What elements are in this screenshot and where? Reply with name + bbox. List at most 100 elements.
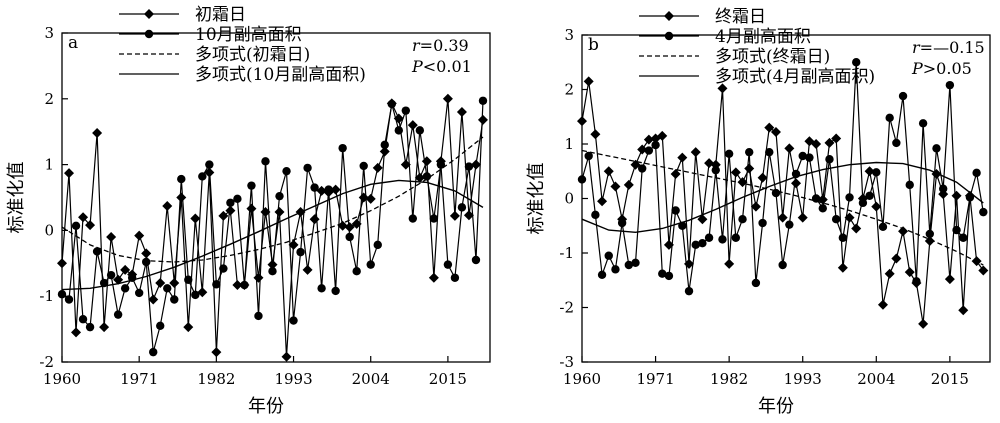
diamond-marker xyxy=(704,158,715,169)
circle-marker xyxy=(611,265,620,274)
diamond-marker xyxy=(344,222,355,233)
x-tick-label: 1971 xyxy=(120,370,158,388)
series-1-line xyxy=(61,100,484,353)
y-axis-title: 标准化值 xyxy=(526,163,547,235)
circle-marker xyxy=(617,218,627,228)
circle-marker xyxy=(71,221,81,230)
circle-marker xyxy=(845,193,854,202)
circle-marker xyxy=(952,225,961,235)
diamond-marker xyxy=(407,120,418,131)
circle-marker xyxy=(240,280,249,290)
diamond-marker xyxy=(148,294,159,305)
circle-marker xyxy=(457,203,467,212)
circle-marker xyxy=(624,260,634,270)
circle-marker xyxy=(247,181,256,190)
circle-marker xyxy=(113,310,123,319)
legend-label: 10月副高面积 xyxy=(195,25,302,45)
circle-marker xyxy=(852,58,861,67)
legend-label: 终霜日 xyxy=(715,7,766,27)
diamond-marker xyxy=(717,83,728,94)
circle-marker xyxy=(338,143,347,153)
diamond-marker xyxy=(583,76,594,87)
legend-label: 多项式(初霜日) xyxy=(195,45,310,65)
diamond-marker xyxy=(225,205,236,216)
diamond-marker xyxy=(757,172,768,183)
diamond-marker xyxy=(744,163,755,174)
circle-marker xyxy=(443,260,453,269)
circle-marker xyxy=(959,233,968,242)
diamond-marker xyxy=(134,230,145,241)
diamond-marker xyxy=(309,214,320,225)
legend-label: 4月副高面积 xyxy=(715,27,811,47)
diamond-marker xyxy=(183,322,194,333)
circle-marker xyxy=(644,146,654,155)
circle-marker xyxy=(289,316,298,325)
diamond-marker xyxy=(253,272,264,283)
circle-marker xyxy=(698,238,707,248)
circle-marker xyxy=(878,222,888,232)
circle-marker xyxy=(85,322,95,332)
diamond-marker xyxy=(764,122,775,133)
y-axis-title: 标准化值 xyxy=(6,162,27,234)
circle-marker xyxy=(198,172,207,181)
circle-marker xyxy=(604,251,613,260)
y-tick-label: 1 xyxy=(44,156,54,174)
y-tick-label: 2 xyxy=(44,90,54,108)
circle-marker xyxy=(738,215,747,224)
diamond-marker xyxy=(421,156,432,167)
x-tick-label: 1982 xyxy=(710,370,748,388)
x-tick-label: 1960 xyxy=(43,370,81,388)
y-tick-label: 3 xyxy=(44,24,54,42)
diamond-marker xyxy=(944,274,955,285)
stat-r: r=0.39 xyxy=(412,36,469,55)
circle-marker xyxy=(106,270,116,280)
diamond-marker xyxy=(365,193,376,204)
diamond-marker xyxy=(670,168,681,179)
y-tick-label: 1 xyxy=(564,135,574,153)
legend-label: 多项式(4月副高面积) xyxy=(715,67,875,87)
diamond-marker xyxy=(951,190,962,201)
panel-label: b xyxy=(588,35,599,55)
circle-marker xyxy=(303,163,312,173)
circle-marker xyxy=(141,257,151,267)
diamond-marker xyxy=(330,184,341,195)
stat-r-value: =0.39 xyxy=(420,36,469,55)
circle-marker xyxy=(945,80,955,90)
circle-marker xyxy=(778,260,787,270)
diamond-marker xyxy=(918,318,929,329)
circle-marker xyxy=(825,155,834,164)
x-axis-title: 年份 xyxy=(248,396,284,417)
diamond-marker xyxy=(113,274,124,285)
circle-marker xyxy=(838,233,848,242)
circle-marker xyxy=(64,295,74,304)
circle-marker xyxy=(637,164,647,173)
circle-marker xyxy=(664,271,674,281)
diamond-marker xyxy=(577,116,587,127)
diamond-marker xyxy=(162,201,173,212)
diamond-marker xyxy=(85,220,96,231)
series-1-line xyxy=(581,62,984,292)
circle-marker xyxy=(798,151,807,161)
diamond-marker xyxy=(400,159,411,170)
legend-circle-marker xyxy=(144,29,154,39)
stat-r-symbol: r xyxy=(412,36,421,55)
diamond-marker xyxy=(904,267,915,278)
circle-marker xyxy=(177,174,186,184)
circle-marker xyxy=(134,288,144,298)
diamond-marker xyxy=(106,231,117,242)
circle-marker xyxy=(872,168,881,177)
circle-marker xyxy=(170,295,179,304)
diamond-marker xyxy=(597,196,608,207)
diamond-marker xyxy=(864,166,875,177)
stat-p: P>0.05 xyxy=(911,59,972,78)
y-tick-label: -2 xyxy=(559,299,574,317)
panel-b: -3 -2 -1 0 1 2 3 1960 1971 1982 1993 2004 2015 年份 标准化值… xyxy=(526,7,991,417)
diamond-marker xyxy=(281,351,292,362)
diamond-marker xyxy=(590,129,601,140)
y-tick-label: -3 xyxy=(559,353,574,371)
diamond-marker xyxy=(414,172,425,183)
circle-marker xyxy=(394,126,403,135)
circle-marker xyxy=(831,215,841,224)
diamond-marker xyxy=(120,264,131,275)
